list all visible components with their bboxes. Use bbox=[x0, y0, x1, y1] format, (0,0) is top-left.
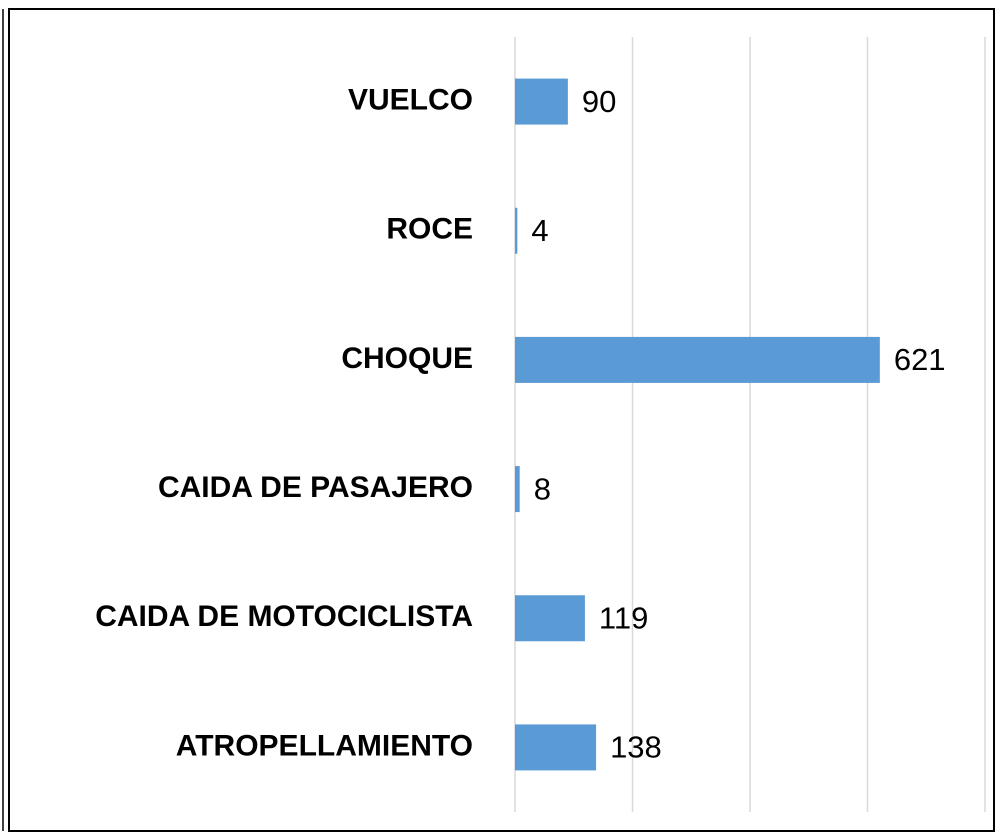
value-label: 8 bbox=[534, 471, 551, 506]
value-label: 119 bbox=[599, 600, 648, 635]
bar bbox=[515, 78, 568, 125]
category-label: CAIDA DE MOTOCICLISTA bbox=[95, 600, 473, 633]
chart-border bbox=[8, 8, 995, 832]
bar bbox=[515, 466, 520, 513]
bar bbox=[515, 595, 585, 642]
bar bbox=[515, 336, 880, 383]
category-label: ROCE bbox=[386, 213, 473, 246]
category-label: CAIDA DE PASAJERO bbox=[158, 471, 473, 504]
category-label: VUELCO bbox=[348, 84, 473, 117]
bar bbox=[515, 724, 597, 771]
value-label: 4 bbox=[531, 213, 548, 248]
value-label: 621 bbox=[894, 342, 946, 377]
bar bbox=[515, 207, 518, 254]
value-label: 138 bbox=[610, 730, 662, 765]
category-label: CHOQUE bbox=[341, 342, 473, 375]
category-label: ATROPELLAMIENTO bbox=[176, 729, 473, 762]
value-label: 90 bbox=[582, 84, 616, 119]
